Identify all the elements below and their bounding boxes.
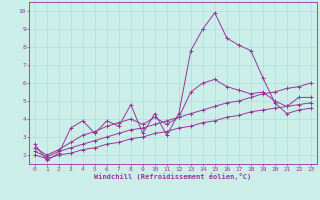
X-axis label: Windchill (Refroidissement éolien,°C): Windchill (Refroidissement éolien,°C) [94,173,252,180]
